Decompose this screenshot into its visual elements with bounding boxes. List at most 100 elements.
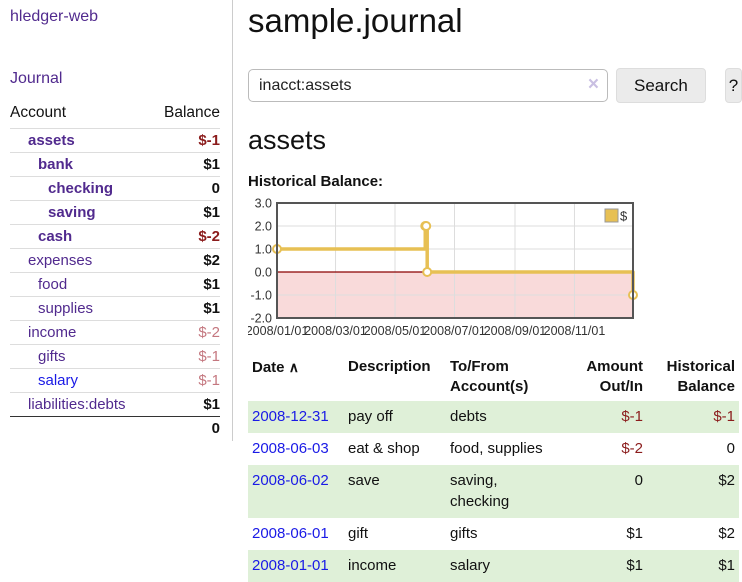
chart-plot-border <box>276 202 634 319</box>
y-axis-tick-label: 2.0 <box>255 220 272 234</box>
accounts-header-balance: Balance <box>163 104 220 121</box>
transaction-description: gift <box>348 525 369 542</box>
transaction-date-link[interactable]: 2008-01-01 <box>252 557 329 574</box>
register-row: 2008-06-03 eat & shop food, supplies $-2… <box>248 433 739 465</box>
chart-title: Historical Balance: <box>248 173 384 190</box>
transaction-accounts: gifts <box>450 525 478 542</box>
chart-legend-label: $ <box>620 209 628 224</box>
account-link-gifts[interactable]: gifts <box>38 348 66 365</box>
transaction-amount: $1 <box>626 557 643 574</box>
help-button[interactable]: ? <box>724 68 742 103</box>
page-title: sample.journal <box>248 2 463 39</box>
account-balance: $1 <box>151 392 220 417</box>
account-balance: 0 <box>151 176 220 201</box>
account-row: expenses $2 <box>10 248 220 273</box>
account-row: assets $-1 <box>10 128 220 153</box>
transaction-accounts: salary <box>450 557 491 574</box>
account-link-cash[interactable]: cash <box>38 228 73 245</box>
transaction-description: income <box>348 557 397 574</box>
accounts-header-row: Account Balance <box>10 100 220 129</box>
transaction-accounts: debts <box>450 408 487 425</box>
register-header-row: Date ∧ Description To/From Account(s) Am… <box>248 355 739 401</box>
account-row: salary $-1 <box>10 368 220 393</box>
y-axis-tick-label: -2.0 <box>250 312 272 326</box>
chart-legend-swatch <box>604 208 619 223</box>
transaction-balance: $-1 <box>713 408 735 425</box>
account-link-bank[interactable]: bank <box>38 156 74 173</box>
account-row: cash $-2 <box>10 224 220 249</box>
y-axis-tick-label: 1.0 <box>255 243 272 257</box>
account-link-food[interactable]: food <box>38 276 68 293</box>
transaction-balance: $2 <box>718 525 735 542</box>
historical-balance-chart: $3.0 2.0 1.0 0.0 -1.0 -2.02008/01/012008/03/0… <box>248 197 638 338</box>
transaction-date-link[interactable]: 2008-12-31 <box>252 408 329 425</box>
accounts-table: Account Balance assets $-1 bank $1 checkin… <box>10 100 220 440</box>
account-balance: $1 <box>151 200 220 225</box>
account-row: liabilities:debts $1 <box>10 392 220 417</box>
sort-ascending-icon: ∧ <box>288 359 299 375</box>
register-row: 2008-12-31 pay off debts $-1 $-1 <box>248 401 739 433</box>
main-content: sample.journal × Search ? assets Histori… <box>248 0 742 582</box>
y-axis-tick-label: -1.0 <box>250 289 272 303</box>
accounts-header-account: Account <box>10 104 67 121</box>
y-axis-tick-label: 3.0 <box>255 197 272 211</box>
transaction-date-link[interactable]: 2008-06-03 <box>252 440 329 457</box>
transaction-balance: $1 <box>718 557 735 574</box>
transaction-date-link[interactable]: 2008-06-01 <box>252 525 329 542</box>
register-header-amount: Amount Out/In <box>586 358 643 395</box>
x-axis-tick-label: 2008/05/01 <box>364 324 427 338</box>
accounts-total-row: 0 <box>10 416 220 440</box>
account-balance: $-1 <box>151 368 220 393</box>
search-bar: × Search ? <box>248 68 742 103</box>
register-header-balance: Historical Balance <box>666 358 735 395</box>
account-row: supplies $1 <box>10 296 220 321</box>
register-row: 2008-06-02 save saving, checking 0 $2 <box>248 465 739 518</box>
account-row: checking 0 <box>10 176 220 201</box>
account-row: saving $1 <box>10 200 220 225</box>
account-row: bank $1 <box>10 152 220 177</box>
account-link-saving[interactable]: saving <box>48 204 96 221</box>
transaction-description: eat & shop <box>348 440 420 457</box>
transaction-date-link[interactable]: 2008-06-02 <box>252 472 329 489</box>
account-balance: $-1 <box>151 128 220 153</box>
app-brand-link[interactable]: hledger-web <box>10 8 99 25</box>
transaction-amount: $1 <box>626 525 643 542</box>
account-row: gifts $-1 <box>10 344 220 369</box>
account-balance: $1 <box>151 272 220 297</box>
x-axis-tick-label: 2008/01/01 <box>248 324 308 338</box>
account-balance: $2 <box>151 248 220 273</box>
account-balance: $-2 <box>151 320 220 345</box>
account-balance: $1 <box>151 152 220 177</box>
register-header-date[interactable]: Date ∧ <box>252 359 299 376</box>
account-balance: $-2 <box>151 224 220 249</box>
clear-search-icon[interactable]: × <box>587 74 599 95</box>
transaction-accounts: food, supplies <box>450 440 543 457</box>
account-link-liabilities-debts[interactable]: liabilities:debts <box>28 396 126 413</box>
y-axis-tick-label: 0.0 <box>255 266 272 280</box>
register-row: 2008-01-01 income salary $1 $1 <box>248 550 739 582</box>
account-link-salary[interactable]: salary <box>38 372 79 389</box>
account-link-expenses[interactable]: expenses <box>28 252 93 269</box>
transaction-description: save <box>348 472 380 489</box>
register-header-description: Description <box>348 358 431 375</box>
register-header-accounts: To/From Account(s) <box>450 358 529 395</box>
search-button[interactable]: Search <box>616 68 706 103</box>
x-axis-tick-label: 2008/07/01 <box>423 324 486 338</box>
account-link-income[interactable]: income <box>28 324 77 341</box>
transaction-balance: $2 <box>718 472 735 489</box>
account-link-assets[interactable]: assets <box>28 132 75 149</box>
transaction-accounts: saving, checking <box>450 472 510 510</box>
search-input[interactable] <box>248 69 608 102</box>
x-axis-tick-label: 2008/11/01 <box>544 324 606 338</box>
transaction-amount: 0 <box>634 472 643 489</box>
register-row: 2008-06-01 gift gifts $1 $2 <box>248 518 739 550</box>
account-link-checking[interactable]: checking <box>48 180 114 197</box>
account-heading: assets <box>248 125 327 155</box>
account-link-supplies[interactable]: supplies <box>38 300 94 317</box>
transaction-description: pay off <box>348 408 393 425</box>
sidebar-item-journal[interactable]: Journal <box>10 70 63 87</box>
transaction-amount: $-2 <box>621 440 643 457</box>
account-balance: $1 <box>151 296 220 321</box>
register-table: Date ∧ Description To/From Account(s) Am… <box>248 355 739 582</box>
account-row: income $-2 <box>10 320 220 345</box>
